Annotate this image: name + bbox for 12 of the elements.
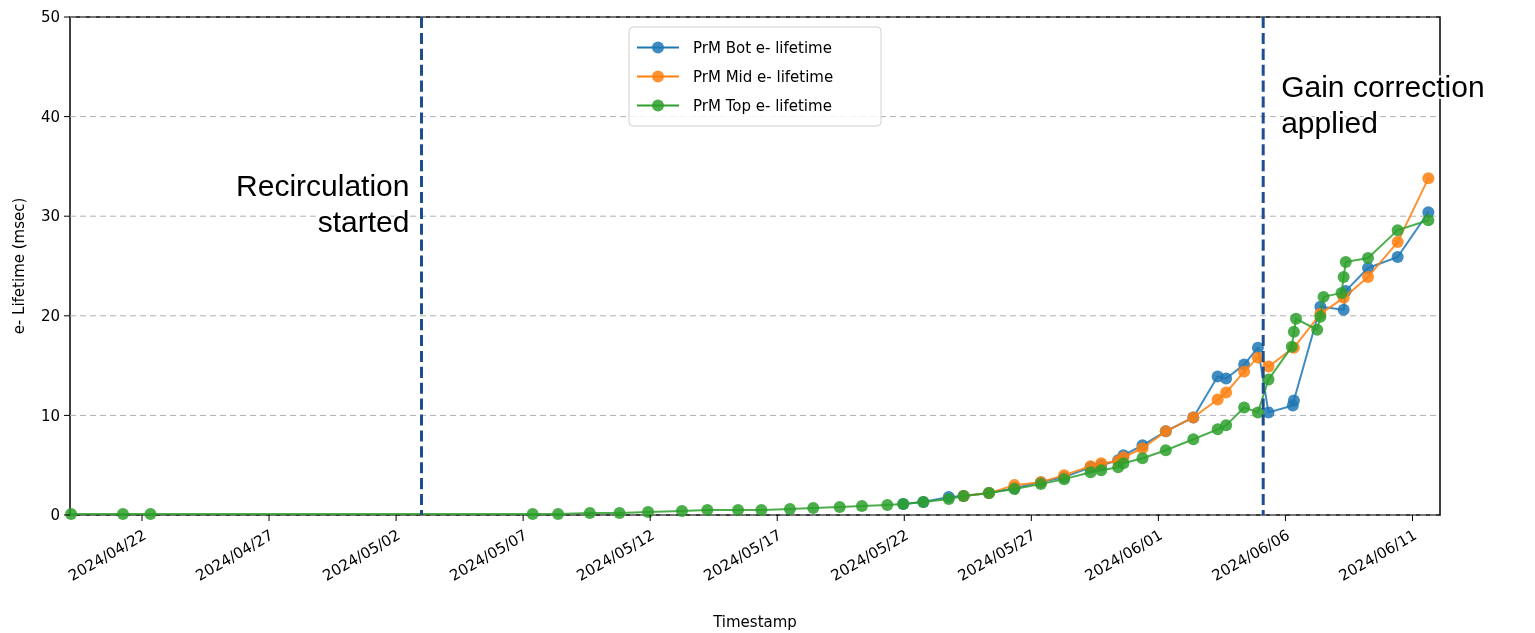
y-tick-label: 0 bbox=[50, 506, 60, 525]
x-axis-title: Timestamp bbox=[712, 613, 797, 631]
legend-label: PrM Bot e- lifetime bbox=[693, 38, 832, 57]
y-tick-label: 50 bbox=[40, 8, 60, 27]
y-axis-title: e- Lifetime (msec) bbox=[10, 197, 28, 335]
y-tick-label: 30 bbox=[40, 207, 60, 226]
y-tick-label: 20 bbox=[40, 307, 60, 326]
y-tick-label: 10 bbox=[40, 406, 60, 425]
legend-label: PrM Mid e- lifetime bbox=[693, 67, 834, 86]
y-tick-label: 40 bbox=[40, 107, 60, 126]
legend-label: PrM Top e- lifetime bbox=[693, 96, 832, 115]
ref-line-label: Recirculation started bbox=[236, 169, 410, 239]
